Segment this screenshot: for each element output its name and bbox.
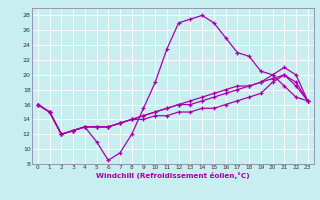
X-axis label: Windchill (Refroidissement éolien,°C): Windchill (Refroidissement éolien,°C) — [96, 172, 250, 179]
